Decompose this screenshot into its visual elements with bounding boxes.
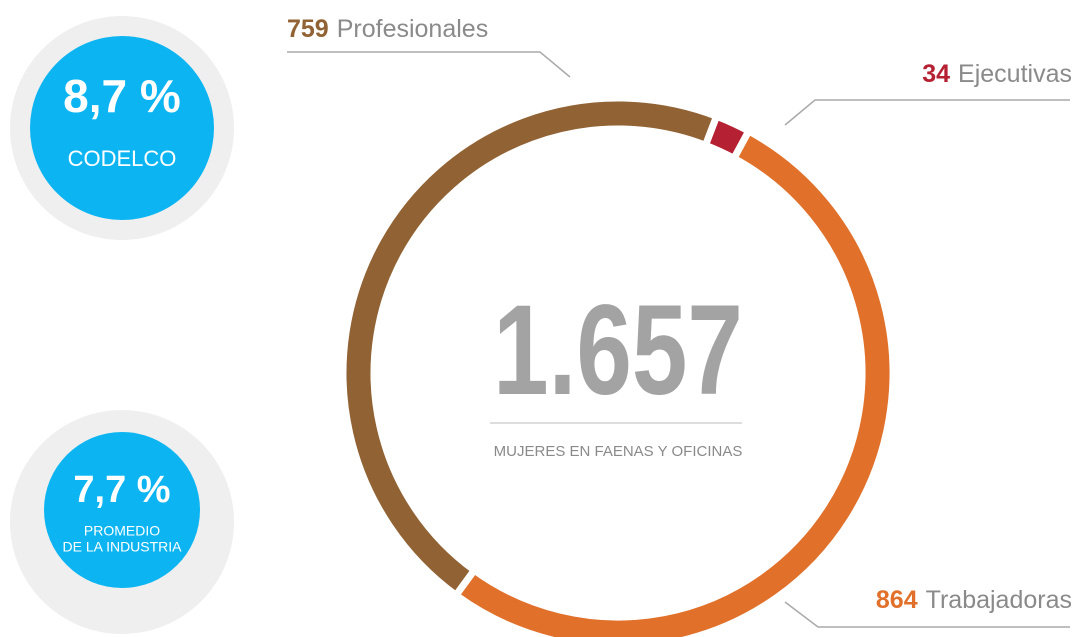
stat-circle [30, 36, 214, 220]
stat-circle [44, 432, 200, 588]
segment-value: 759 [287, 15, 329, 43]
leader-line [784, 601, 1070, 628]
center-caption: MUJERES EN FAENAS Y OFICINAS [494, 443, 743, 460]
segment-name: Trabajadoras [926, 586, 1072, 614]
stat-caption: DE LA INDUSTRIA [62, 539, 182, 555]
stat-value: 8,7 % [63, 70, 181, 122]
stat-caption: PROMEDIO [84, 523, 160, 539]
stat-caption: CODELCO [68, 146, 177, 171]
segment-label: 34 Ejecutivas [922, 60, 1072, 88]
segment-value: 34 [922, 60, 950, 88]
total-number: 1.657 [493, 279, 743, 422]
segment-label: 864 Trabajadoras [876, 586, 1072, 614]
segment-name: Profesionales [337, 15, 488, 43]
segment-name: Ejecutivas [958, 60, 1072, 88]
donut-segment [339, 94, 722, 601]
leader-line [287, 51, 571, 78]
segment-value: 864 [876, 586, 918, 614]
stat-value: 7,7 % [73, 469, 170, 511]
leader-line [784, 99, 1070, 126]
segment-label: 759 Profesionales [287, 15, 488, 43]
